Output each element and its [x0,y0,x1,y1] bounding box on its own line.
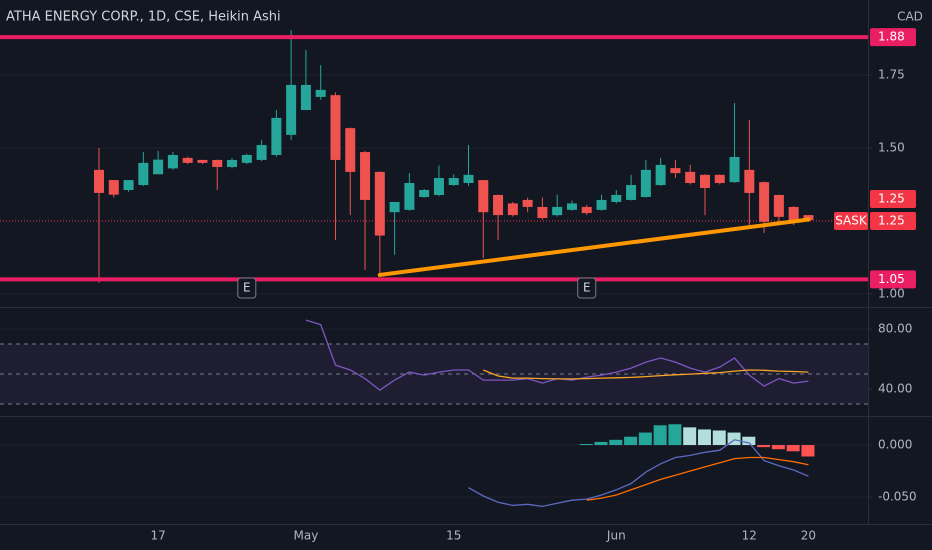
candle-body [286,84,297,135]
indicator-line [468,439,809,508]
histogram-bar [757,445,771,448]
histogram-bar [771,445,785,450]
price-label: 1.25 [878,213,905,227]
y-tick-label: 1.75 [878,68,905,82]
histogram-bar [668,424,682,446]
candle-body [212,159,223,167]
symbol-label-bg [834,211,868,230]
candle-body [759,182,770,222]
x-tick-label: 12 [742,529,757,543]
candle-body [419,190,430,198]
histogram-bar [579,444,593,446]
x-tick-label: 20 [801,529,816,543]
candle-body [640,169,651,198]
candle-body [507,203,518,216]
symbol-label: SASK [835,213,868,227]
y-tick-label: 1.50 [878,140,905,154]
candle-body [478,180,489,213]
x-tick-label: May [294,529,319,543]
candle-body [433,178,444,195]
candle-body [685,171,696,183]
event-label: E [243,281,251,295]
candle-body [744,169,755,193]
event-label: E [583,281,591,295]
currency: CAD [897,10,923,24]
candle-body [256,145,267,160]
histogram-bar [712,430,726,446]
x-tick-label: 17 [150,529,165,543]
x-tick-label: 15 [446,529,461,543]
candle-body [374,171,385,236]
candle-body [699,174,710,188]
candle-body [123,180,134,191]
candle-body [197,159,208,163]
candle-body [108,180,119,195]
candle-body [655,164,666,186]
price-label-bg [870,28,916,47]
candle-body [300,84,311,111]
candle-body [167,154,178,169]
candle-body [153,159,164,175]
candle-body [345,128,356,172]
candle-body [404,183,415,210]
x-tick-label: Jun [606,529,626,543]
event-marker [577,277,597,299]
candle-body [360,152,371,200]
histogram-bar [801,445,815,457]
histogram-bar [742,436,756,446]
histogram-bar [609,439,623,446]
histogram-bar [653,425,667,446]
candle-body [463,174,474,183]
y-tick-label: 1.00 [878,286,905,300]
candle-body [182,157,193,163]
trendline [377,217,811,277]
candle-body [670,168,681,174]
candle-body [241,154,252,163]
histogram-bar [594,441,608,446]
candle-body [596,199,607,210]
price-label-bg [870,270,916,289]
event-marker [237,277,257,299]
candle-body [773,194,784,217]
candle-body [537,206,548,219]
histogram-bar [638,432,652,446]
y-tick-label: 80.00 [878,322,912,336]
candle-body [448,178,459,186]
candle-body [94,169,104,193]
candle-body [788,206,799,221]
candle-body [315,89,326,97]
histogram-bar [683,427,697,446]
candle-body [729,157,740,183]
candle-body [493,194,504,216]
indicator-line [483,369,809,380]
candle-body [566,203,577,210]
candle-body [330,95,341,160]
candle-body [714,174,725,183]
price-label-bg [870,211,916,230]
indicator-line [586,456,809,501]
histogram-bar [697,429,711,446]
price-label: 1.25 [878,191,905,205]
price-label: 1.88 [878,30,905,44]
price-label-bg [870,189,916,208]
candle-body [271,117,282,155]
candle-body [581,206,592,214]
candle-body [552,206,563,216]
candle-body [389,201,400,213]
candle-body [227,159,238,167]
price-label: 1.05 [878,272,905,286]
chart-title: ATHA ENERGY CORP., 1D, CSE, Heikin Ashi [6,10,281,25]
y-tick-label: 0.000 [878,438,912,452]
candle-body [626,185,637,200]
y-tick-label: -0.050 [878,490,917,504]
candle-body [522,199,533,207]
histogram-bar [624,436,638,446]
histogram-bar [786,445,800,452]
candle-body [138,162,149,186]
y-tick-label: 40.00 [878,382,912,396]
candle-body [611,194,622,202]
